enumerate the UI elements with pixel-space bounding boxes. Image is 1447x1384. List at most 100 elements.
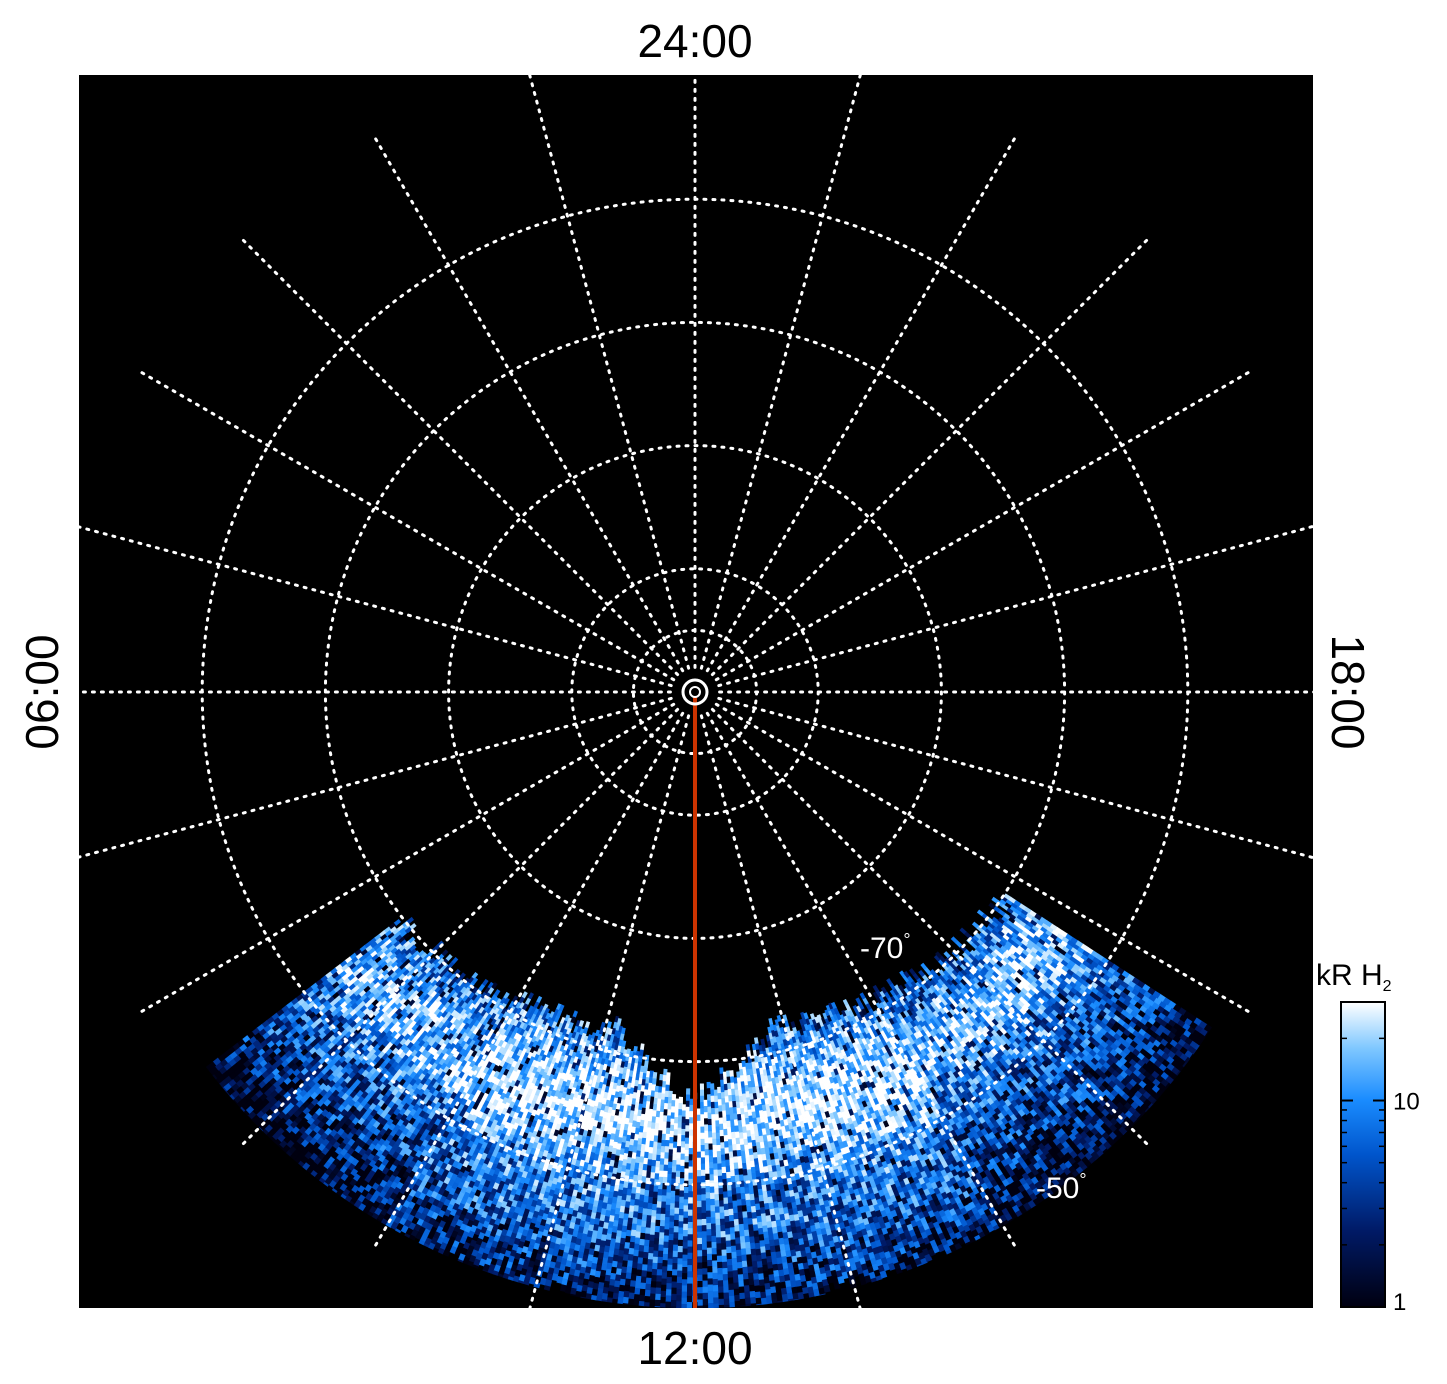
emission-cell (647, 1259, 654, 1267)
emission-cell (665, 1301, 672, 1308)
emission-cell (727, 1271, 734, 1279)
emission-cell (713, 1175, 719, 1183)
emission-cell (652, 1071, 658, 1080)
emission-cell (716, 1249, 723, 1257)
emission-cell (713, 1303, 720, 1308)
emission-cell (718, 1187, 724, 1195)
emission-cell (712, 1278, 719, 1286)
emission-cell (633, 1300, 640, 1306)
emission-cell (676, 1301, 683, 1308)
emission-cell (685, 1094, 691, 1102)
emission-cell (644, 1183, 651, 1191)
emission-cell (657, 1188, 663, 1197)
emission-cell (742, 1272, 750, 1281)
emission-cell (721, 1243, 727, 1251)
emission-cell (660, 1296, 667, 1305)
emission-cell (697, 1287, 704, 1294)
emission-cell (687, 1234, 694, 1242)
emission-cell (687, 1277, 693, 1285)
emission-cell (732, 1206, 739, 1214)
emission-cell (632, 1255, 639, 1264)
emission-cell (709, 1174, 715, 1182)
emission-cell (732, 1263, 739, 1272)
emission-cell (681, 1128, 686, 1136)
emission-cell (713, 1181, 720, 1189)
emission-cell (655, 1287, 662, 1295)
emission-cell (672, 1153, 678, 1161)
emission-cell (709, 1161, 715, 1169)
emission-cell (722, 1280, 730, 1288)
emission-cell (724, 1304, 731, 1308)
emission-cell (672, 1147, 678, 1155)
emission-cell (704, 1124, 709, 1132)
emission-cell (665, 1204, 671, 1212)
emission-cell (678, 1109, 683, 1117)
emission-cell (680, 1153, 686, 1161)
emission-cell (724, 1215, 731, 1223)
emission-cell (681, 1273, 688, 1281)
emission-cell (655, 1293, 662, 1301)
emission-cell (661, 1201, 667, 1209)
emission-cell (684, 1156, 690, 1163)
emission-cell (666, 1270, 673, 1278)
emission-cell (696, 1200, 703, 1208)
emission-cell (674, 1201, 680, 1209)
emission-cell (710, 1204, 716, 1212)
emission-cell (667, 1252, 674, 1260)
emission-cell (689, 1098, 694, 1106)
emission-cell (652, 1256, 659, 1264)
emission-cell (662, 1247, 669, 1255)
emission-cell (647, 1252, 654, 1261)
emission-cell (665, 1127, 671, 1135)
emission-cell (711, 1132, 717, 1140)
emission-cell (696, 1157, 702, 1165)
emission-cell (718, 1286, 725, 1294)
emission-cell (685, 1106, 691, 1114)
emission-cell (689, 1123, 694, 1131)
emission-cell (701, 1212, 707, 1220)
emission-cell (726, 1258, 733, 1267)
emission-cell (659, 1158, 665, 1166)
emission-cell (661, 1195, 667, 1203)
emission-cell (711, 1248, 718, 1256)
emission-cell (686, 1283, 693, 1291)
emission-cell (699, 1083, 705, 1091)
emission-cell (653, 1244, 660, 1252)
emission-cell (750, 1296, 757, 1305)
emission-cell (640, 1226, 647, 1234)
emission-cell (677, 1115, 683, 1123)
emission-cell (676, 1152, 682, 1160)
emission-cell (665, 1289, 673, 1297)
emission-cell (740, 1242, 747, 1250)
emission-cell (741, 1254, 748, 1262)
emission-cell (638, 1055, 643, 1063)
emission-cell (655, 1154, 662, 1162)
emission-cell (710, 1101, 716, 1109)
emission-cell (696, 1170, 702, 1177)
emission-cell (722, 1267, 729, 1275)
emission-cell (702, 1298, 709, 1306)
emission-cell (687, 1228, 694, 1235)
emission-cell (652, 1250, 659, 1258)
emission-cell (651, 1078, 657, 1086)
emission-cell (659, 1303, 667, 1308)
emission-cell (673, 1238, 679, 1246)
emission-cell (638, 1244, 645, 1253)
emission-cell (666, 1192, 672, 1200)
emission-cell (731, 1251, 738, 1259)
emission-cell (676, 1139, 682, 1147)
emission-cell (696, 1114, 702, 1122)
emission-cell (717, 1280, 724, 1288)
emission-cell (669, 1136, 675, 1145)
emission-cell (678, 1215, 685, 1223)
emission-cell (665, 1295, 672, 1303)
emission-cell (649, 1228, 656, 1236)
emission-cell (727, 1196, 734, 1204)
emission-cell (650, 1216, 657, 1224)
emission-cell (656, 1269, 663, 1277)
emission-cell (682, 1236, 689, 1244)
emission-cell (712, 1266, 719, 1274)
emission-cell (652, 1262, 659, 1270)
emission-cell (658, 1238, 665, 1246)
emission-cell (643, 1060, 649, 1068)
